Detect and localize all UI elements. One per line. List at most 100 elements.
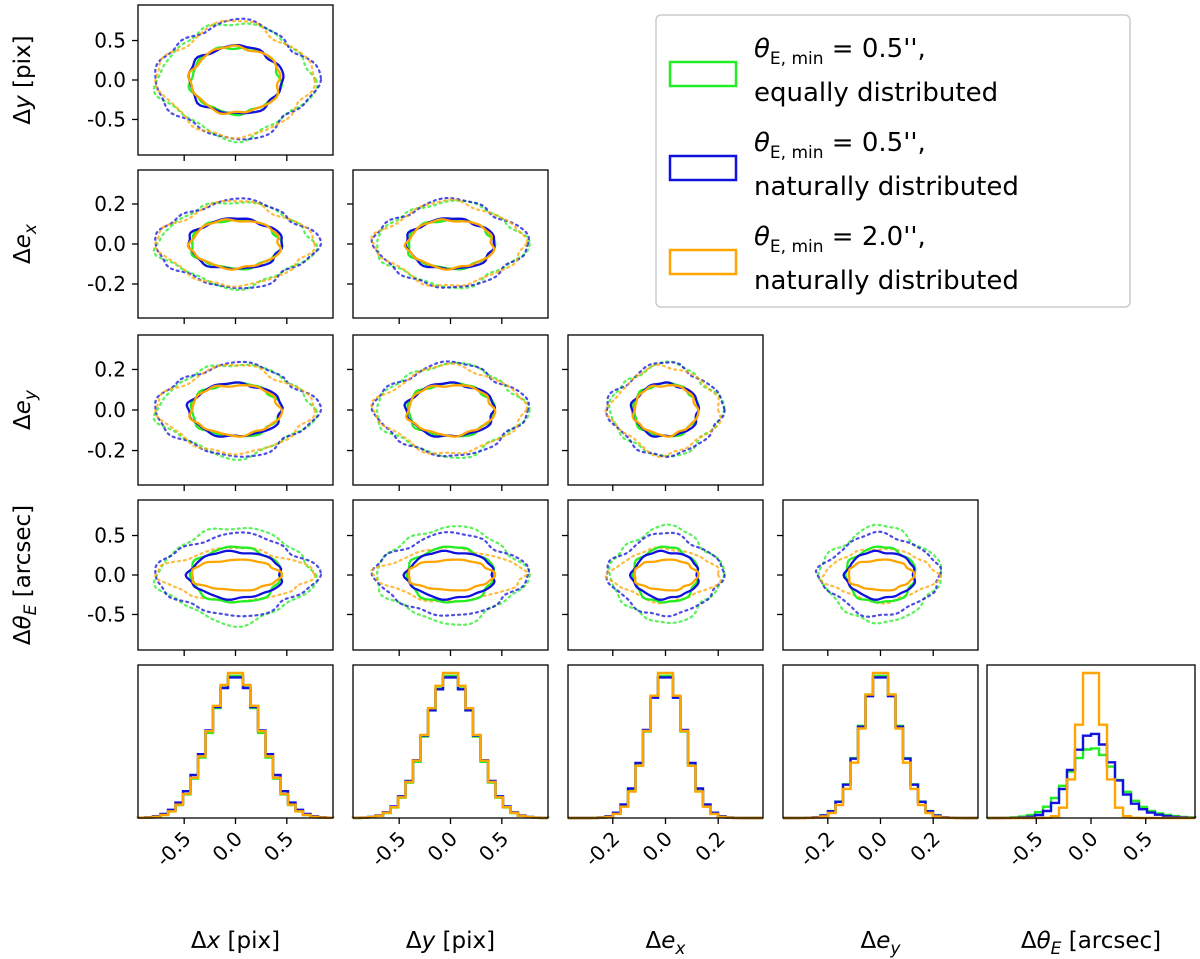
panel-dx-vs-dth: -0.5 0.0 0.5 (87, 499, 334, 656)
contour-outer-series-2 (370, 545, 529, 603)
panel-frame (782, 499, 979, 651)
contour-outer-series-2 (370, 362, 529, 455)
contour-inner-series-2 (633, 558, 700, 592)
histogram-dx: -0.5 0.0 0.5 (136, 664, 335, 872)
contour-outer-series-1 (605, 361, 726, 459)
contour-outer-series-0 (375, 199, 531, 290)
label-symbol: e (10, 234, 36, 248)
panel-contours (370, 524, 531, 626)
hist-step-series-0 (136, 674, 335, 819)
label-symbol: θ (1037, 928, 1051, 954)
legend-value: = 2.0'', (824, 222, 926, 252)
x-tick-label: 0.5 (1118, 827, 1157, 866)
legend-frame (655, 14, 1131, 308)
label-subscript: E (21, 604, 41, 615)
panel-frame (137, 334, 334, 486)
x-tick-label: 0.0 (853, 827, 892, 866)
y-tick-label: 0.5 (94, 524, 126, 548)
x-tick-label: -0.5 (151, 827, 196, 872)
contour-outer-series-0 (152, 201, 319, 292)
label-symbol: e (661, 928, 675, 954)
label-delta: Δ (191, 928, 207, 954)
y-tick-label: 0.0 (94, 68, 126, 92)
x-axis-label-dy: Δy [pix] (406, 928, 495, 954)
label-subscript: E (1051, 939, 1062, 959)
label-symbol: y (421, 928, 436, 954)
legend-sub: E, min (770, 49, 824, 69)
x-axis-label-dey: Δey (861, 928, 902, 959)
contour-outer-series-2 (604, 546, 722, 605)
label-delta: Δ (10, 109, 36, 125)
panel-dey-vs-dth (777, 499, 979, 656)
label-delta: Δ (406, 928, 422, 954)
panel-dx-vs-dy: -0.5 0.0 0.5 (87, 4, 334, 161)
label-delta: Δ (861, 928, 877, 954)
contour-outer-series-1 (370, 530, 531, 617)
legend-entry-0: θE, min = 0.5'', equally distributed (668, 34, 998, 108)
panel-frame (986, 664, 1196, 819)
contour-inner-series-2 (631, 384, 700, 438)
panel-dex-vs-dth (562, 499, 764, 656)
contour-inner-series-1 (402, 549, 496, 601)
x-axis-label-dth: ΔθE [arcsec] (1021, 928, 1161, 959)
contour-inner-series-0 (631, 545, 700, 604)
histogram-dey: -0.2 0.0 0.2 (782, 664, 979, 871)
hist-step-series-2 (783, 671, 978, 820)
x-tick-label: 0.5 (474, 827, 513, 866)
x-tick-label: 0.2 (905, 827, 944, 866)
x-tick-label: -0.5 (1003, 827, 1048, 872)
contour-inner-series-2 (188, 384, 284, 438)
x-tick-label: 0.0 (208, 827, 247, 866)
contour-outer-series-1 (154, 360, 323, 458)
legend-swatch (668, 248, 738, 276)
legend-theta: θ (754, 222, 770, 252)
contour-inner-series-2 (190, 558, 284, 592)
contour-outer-series-2 (154, 363, 317, 456)
label-delta: Δ (646, 928, 662, 954)
label-symbol: θ (10, 615, 36, 629)
label-subscript: x (674, 939, 686, 959)
panel-frame (567, 499, 764, 651)
legend-line1: θE, min = 2.0'', (754, 222, 926, 257)
panel-dx-vs-dey: -0.2 0.0 0.2 (87, 334, 334, 491)
label-subscript: y (889, 939, 901, 959)
contour-outer-series-1 (154, 17, 323, 141)
legend-line1: θE, min = 0.5'', (754, 34, 926, 69)
contour-inner-series-1 (184, 549, 284, 601)
x-tick-label: -0.2 (580, 827, 625, 872)
panel-frame (567, 664, 764, 819)
y-tick-label: -0.2 (87, 439, 126, 463)
y-tick-label: 0.2 (94, 192, 126, 216)
hist-step-series-2 (568, 671, 763, 820)
hist-step-series-1 (351, 676, 550, 820)
label-symbol: e (876, 928, 890, 954)
legend-swatch (668, 154, 738, 182)
hist-step-series-1 (783, 676, 978, 820)
contour-outer-series-1 (814, 530, 943, 618)
y-axis-label-dex: Δex (10, 223, 41, 264)
y-tick-label: -0.2 (87, 272, 126, 296)
y-axis-label-dy: Δy [pix] (10, 35, 36, 124)
panel-dy-vs-dex (347, 169, 549, 324)
panel-dy-vs-dth (347, 499, 549, 656)
panel-dx-vs-dex: -0.2 0.0 0.2 (87, 169, 334, 324)
panel-contours (604, 523, 726, 625)
contour-inner-series-0 (188, 545, 282, 604)
y-tick-label: 0.0 (94, 563, 126, 587)
label-symbol: e (10, 400, 36, 414)
contour-inner-series-1 (628, 549, 700, 601)
label-symbol: x (206, 928, 221, 954)
legend-theta: θ (754, 34, 770, 64)
label-symbol: y (10, 95, 36, 110)
panel-frame (782, 664, 979, 819)
histogram-dth: -0.5 0.0 0.5 (985, 664, 1197, 872)
panel-contours (152, 197, 323, 292)
x-tick-label: 0.2 (690, 827, 729, 866)
y-axis-label-dth: ΔθE [arcsec] (10, 505, 41, 645)
hist-step-series-2 (987, 671, 1195, 820)
contour-outer-series-0 (608, 523, 726, 625)
label-delta: Δ (10, 629, 36, 645)
contour-outer-series-0 (817, 523, 943, 625)
panel-frame (137, 169, 334, 319)
